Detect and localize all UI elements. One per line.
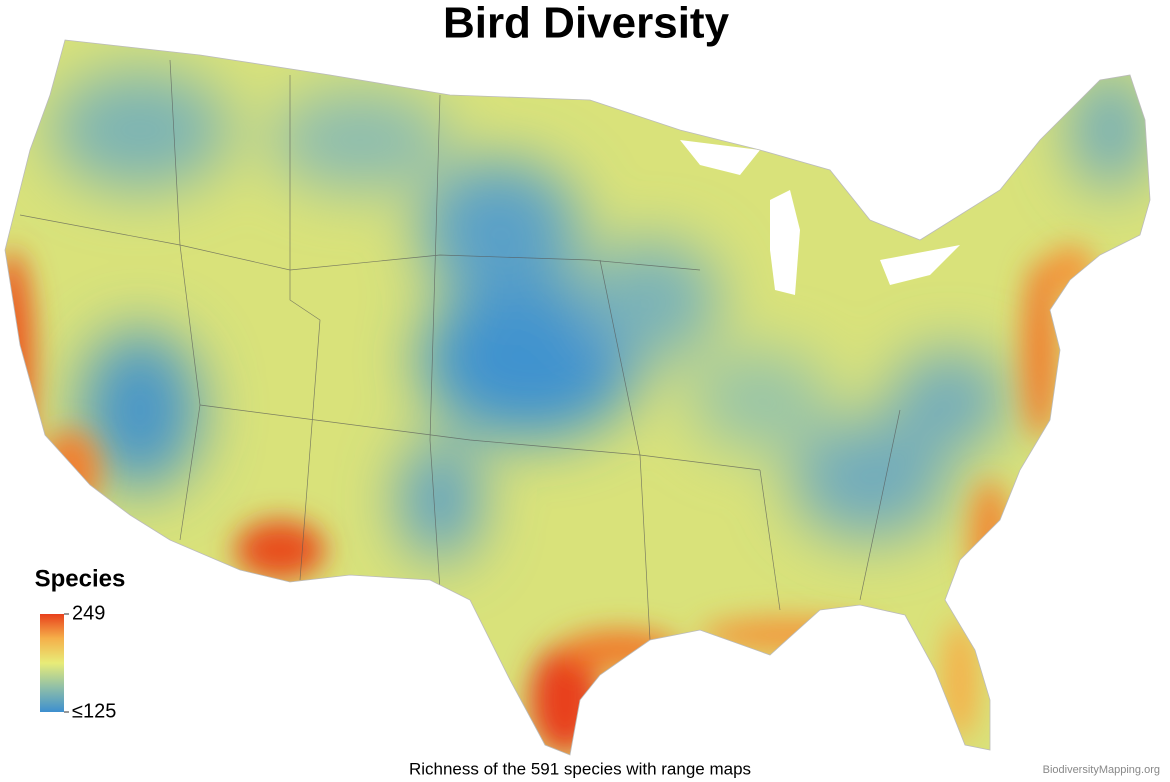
legend-tick-label: 249 [72, 602, 105, 624]
legend-tick-label: ≤125 [72, 700, 116, 722]
richness-surface [5, 40, 1150, 755]
legend-title: Species [35, 565, 126, 592]
caption: Richness of the 591 species with range m… [409, 759, 751, 778]
credit: BiodiversityMapping.org [1043, 764, 1160, 776]
legend-color-bar [40, 614, 64, 712]
map-title: Bird Diversity [443, 0, 730, 48]
